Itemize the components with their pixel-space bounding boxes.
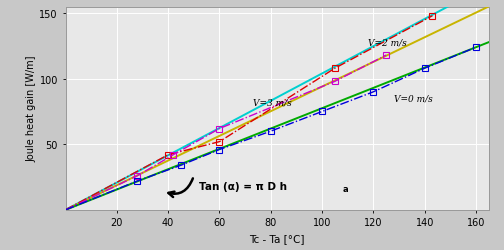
X-axis label: Tc - Ta [°C]: Tc - Ta [°C]: [249, 233, 305, 243]
Text: V=3 m/s: V=3 m/s: [253, 98, 292, 108]
Text: a: a: [343, 185, 348, 194]
Text: Tan (α) = π D h: Tan (α) = π D h: [199, 181, 287, 191]
Text: V=0 m/s: V=0 m/s: [394, 94, 433, 104]
Y-axis label: Joule heat gain [W/m]: Joule heat gain [W/m]: [27, 56, 37, 162]
Text: V=2 m/s: V=2 m/s: [368, 38, 407, 48]
